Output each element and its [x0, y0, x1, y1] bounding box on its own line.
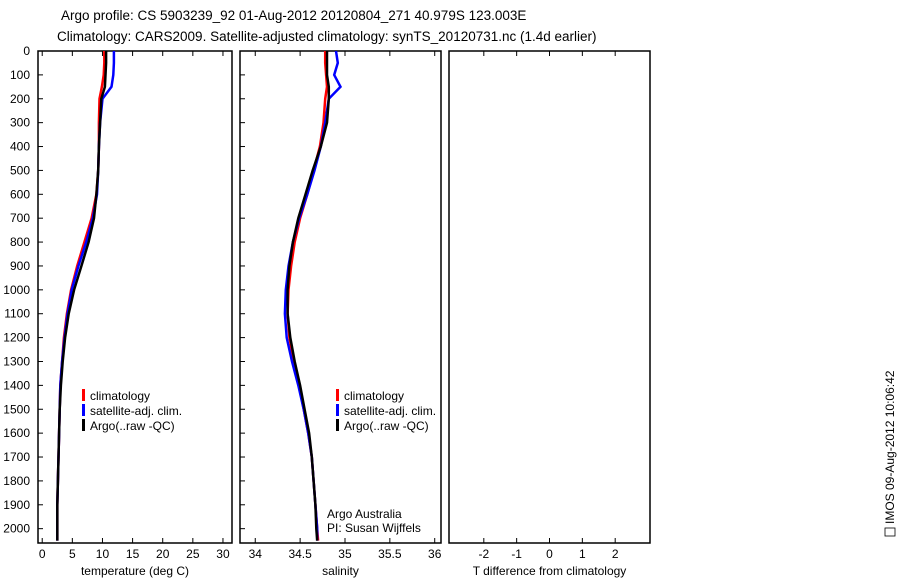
x-tick-label: 34 — [249, 547, 263, 561]
y-tick-label: 500 — [10, 163, 30, 177]
imos-stamp: IMOS 09-Aug-2012 10:06:42 — [883, 370, 897, 537]
x-tick-label: 20 — [156, 547, 170, 561]
y-tick-label: 0 — [23, 44, 30, 58]
y-tick-label: 900 — [10, 259, 30, 273]
title-line-2: Climatology: CARS2009. Satellite-adjuste… — [57, 29, 597, 44]
y-tick-label: 1200 — [3, 331, 30, 345]
salinity-profile-panel: 34 34.5 35 35.5 36 salinity climatologysatelli… — [239, 50, 442, 578]
y-tick-label: 1600 — [3, 426, 30, 440]
y-tick-label: 800 — [10, 235, 30, 249]
x-axis-label: temperature (deg C) — [81, 564, 189, 578]
legend-label: Argo(..raw -QC) — [90, 419, 175, 433]
series-line-argo-raw-qc- — [56, 51, 108, 541]
y-tick-label: 1500 — [3, 402, 30, 416]
annotation-pi: PI: Susan Wijffels — [327, 521, 421, 535]
y-tick-label: 1000 — [3, 283, 30, 297]
imos-logo-icon — [884, 527, 896, 537]
x-tick-label: -1 — [511, 547, 522, 561]
temperature-profile-panel: 0 5 10 15 20 25 30 temperature (deg C) 0 100 200 30… — [3, 44, 233, 578]
x-tick-label: 15 — [126, 547, 140, 561]
title-line-1: Argo profile: CS 5903239_92 01-Aug-2012 … — [61, 8, 526, 23]
y-tick-label: 1700 — [3, 450, 30, 464]
legend-label: climatology — [90, 389, 150, 403]
y-tick-label: 1100 — [4, 307, 30, 321]
legend-swatch — [336, 404, 339, 416]
x-tick-label: 10 — [96, 547, 110, 561]
x-tick-label: 34.5 — [288, 547, 312, 561]
x-tick-label: 0 — [39, 547, 46, 561]
y-tick-label: 300 — [10, 116, 30, 130]
x-tick-label: 2 — [612, 547, 619, 561]
x-tick-label: 1 — [579, 547, 586, 561]
annotation-institution: Argo Australia — [327, 507, 402, 521]
x-tick-label: -2 — [478, 547, 489, 561]
legend-swatch — [82, 389, 85, 401]
imos-timestamp: IMOS 09-Aug-2012 10:06:42 — [883, 370, 897, 524]
legend-swatch — [82, 419, 85, 431]
legend-label: climatology — [344, 389, 404, 403]
y-tick-label: 1900 — [3, 498, 30, 512]
y-tick-label: 400 — [10, 140, 30, 154]
legend-label: Argo(..raw -QC) — [344, 419, 429, 433]
legend-label: satellite-adj. clim. — [344, 404, 436, 418]
y-tick-label: 700 — [10, 211, 30, 225]
x-axis-label: T difference from climatology — [473, 564, 627, 578]
plot-frame — [239, 50, 442, 544]
plot-frame — [37, 50, 233, 544]
y-tick-label: 1400 — [3, 378, 30, 392]
x-tick-label: 35.5 — [378, 547, 402, 561]
x-tick-label: 0 — [546, 547, 553, 561]
x-tick-label: 36 — [428, 547, 442, 561]
x-axis-label: salinity — [322, 564, 359, 578]
legend-swatch — [336, 389, 339, 401]
x-tick-label: 25 — [186, 547, 200, 561]
legend-swatch — [82, 404, 85, 416]
y-tick-label: 2000 — [3, 522, 30, 536]
y-tick-label: 1800 — [3, 474, 30, 488]
x-tick-label: 5 — [69, 547, 76, 561]
difference-profile-panel: -2 -1 0 1 2 T difference from climatology — [448, 50, 651, 578]
legend-swatch — [336, 419, 339, 431]
y-tick-label: 600 — [10, 187, 30, 201]
legend-label: satellite-adj. clim. — [90, 404, 182, 418]
x-tick-label: 30 — [216, 547, 230, 561]
y-tick-label: 1300 — [3, 354, 30, 368]
y-tick-label: 100 — [10, 68, 30, 82]
plot-frame — [448, 50, 651, 544]
series-line-argo-raw-qc- — [286, 51, 331, 541]
y-tick-label: 200 — [10, 92, 30, 106]
x-tick-label: 35 — [338, 547, 352, 561]
